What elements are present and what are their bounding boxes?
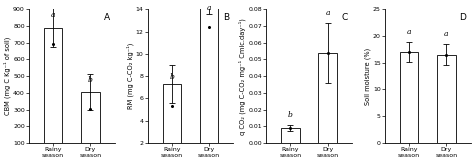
Y-axis label: Soil moisture (%): Soil moisture (%) — [365, 47, 371, 105]
Text: A: A — [104, 13, 110, 22]
Text: a: a — [51, 11, 55, 19]
Bar — [281, 128, 300, 143]
Bar — [319, 53, 337, 143]
Text: B: B — [223, 13, 229, 22]
Text: b: b — [288, 111, 293, 118]
Text: a: a — [326, 9, 330, 17]
Text: D: D — [459, 13, 466, 22]
Bar — [163, 84, 181, 143]
Bar — [200, 5, 219, 143]
Bar — [81, 92, 100, 143]
Text: C: C — [341, 13, 347, 22]
Bar — [44, 28, 63, 143]
Y-axis label: RM (mg C-CO₂ kg⁻¹): RM (mg C-CO₂ kg⁻¹) — [126, 43, 134, 109]
Y-axis label: q CO₂ (mg C-CO₂ mg⁻¹ Cmic.day⁻¹): q CO₂ (mg C-CO₂ mg⁻¹ Cmic.day⁻¹) — [239, 18, 246, 135]
Text: a: a — [444, 30, 448, 38]
Bar — [437, 55, 456, 143]
Text: b: b — [169, 73, 174, 81]
Bar — [400, 52, 419, 143]
Text: a: a — [407, 28, 411, 36]
Text: b: b — [88, 76, 93, 84]
Y-axis label: CBM (mg C Kg⁻¹ of soil): CBM (mg C Kg⁻¹ of soil) — [3, 37, 11, 115]
Text: a: a — [207, 4, 211, 12]
